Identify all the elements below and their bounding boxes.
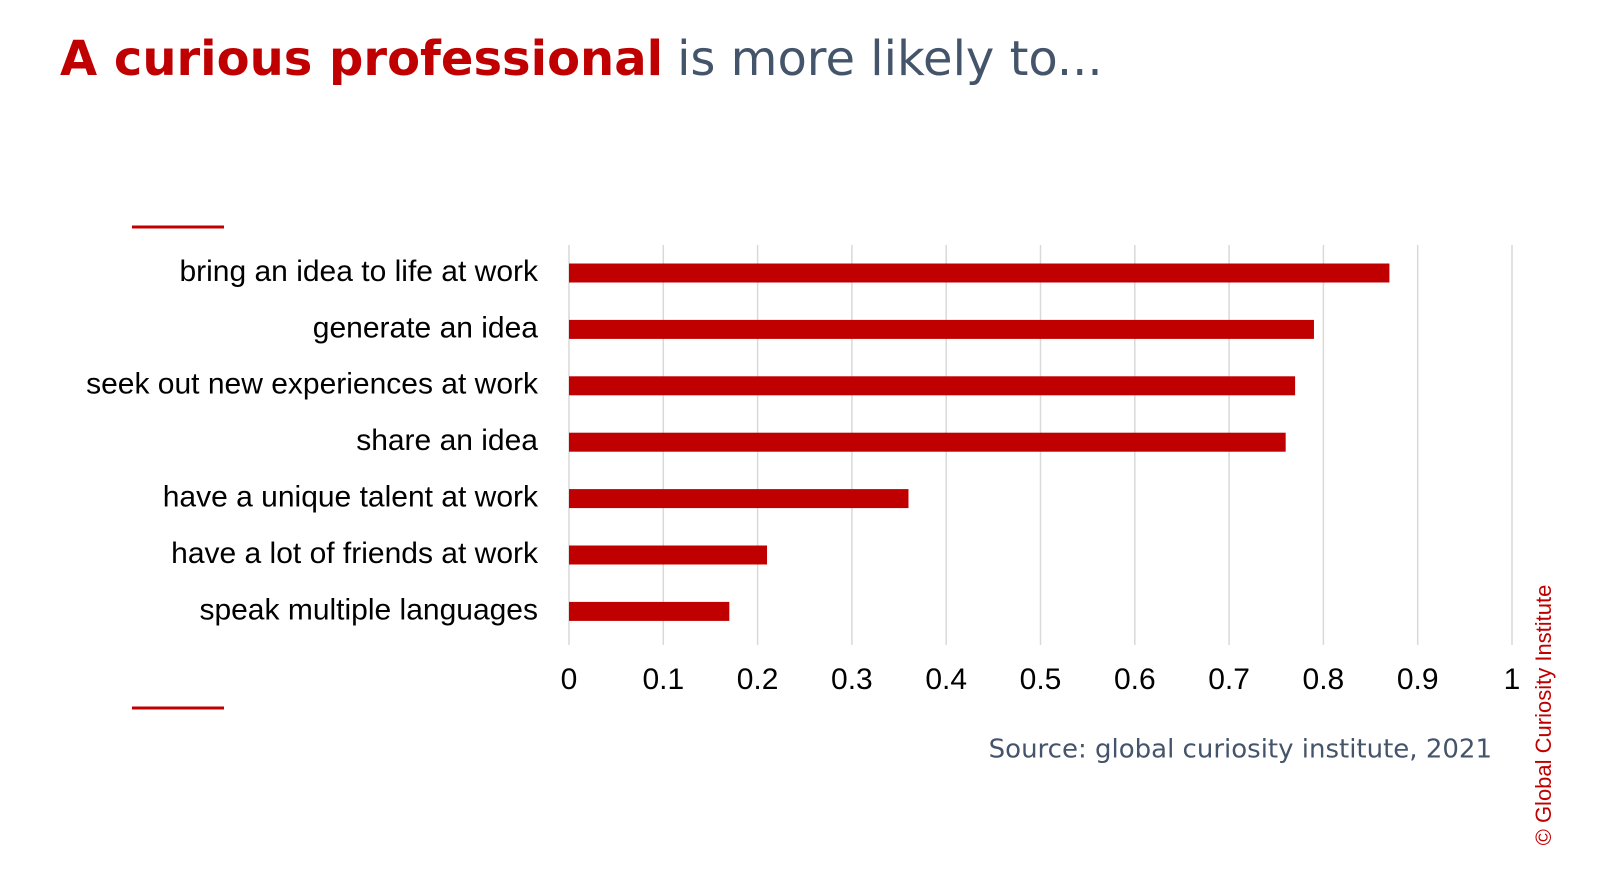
y-tick-label: speak multiple languages [199, 593, 538, 626]
x-tick-label: 0.4 [925, 663, 967, 696]
x-tick-label: 1 [1504, 663, 1521, 696]
bar [569, 601, 730, 621]
bar [569, 376, 1296, 396]
y-tick-label: have a unique talent at work [163, 481, 539, 514]
x-tick-label: 0.9 [1397, 663, 1439, 696]
x-tick-label: 0.5 [1020, 663, 1062, 696]
bar [569, 545, 768, 565]
y-tick-label: seek out new experiences at work [86, 368, 539, 401]
bar [569, 432, 1286, 452]
title-highlight: A curious professional [60, 31, 663, 87]
y-tick-label: share an idea [356, 424, 538, 457]
x-tick-label: 0.3 [831, 663, 873, 696]
title-rest: is more likely to... [677, 31, 1103, 87]
x-tick-label: 0 [561, 663, 578, 696]
y-tick-label: have a lot of friends at work [171, 537, 539, 570]
x-tick-label: 0.1 [642, 663, 684, 696]
x-tick-label: 0.2 [737, 663, 779, 696]
chart-title: A curious professional is more likely to.… [60, 31, 1103, 87]
y-tick-label: generate an idea [313, 311, 539, 344]
source: Source: global curiosity institute, 2021 [989, 735, 1492, 765]
x-tick-label: 0.8 [1303, 663, 1345, 696]
x-tick-label: 0.7 [1208, 663, 1250, 696]
bar [569, 319, 1314, 339]
x-tick-label: 0.6 [1114, 663, 1156, 696]
bar [569, 263, 1390, 283]
copyright: © Global Curiosity Institute [1531, 585, 1556, 846]
y-tick-label: bring an idea to life at work [179, 255, 539, 288]
bar [569, 489, 909, 509]
